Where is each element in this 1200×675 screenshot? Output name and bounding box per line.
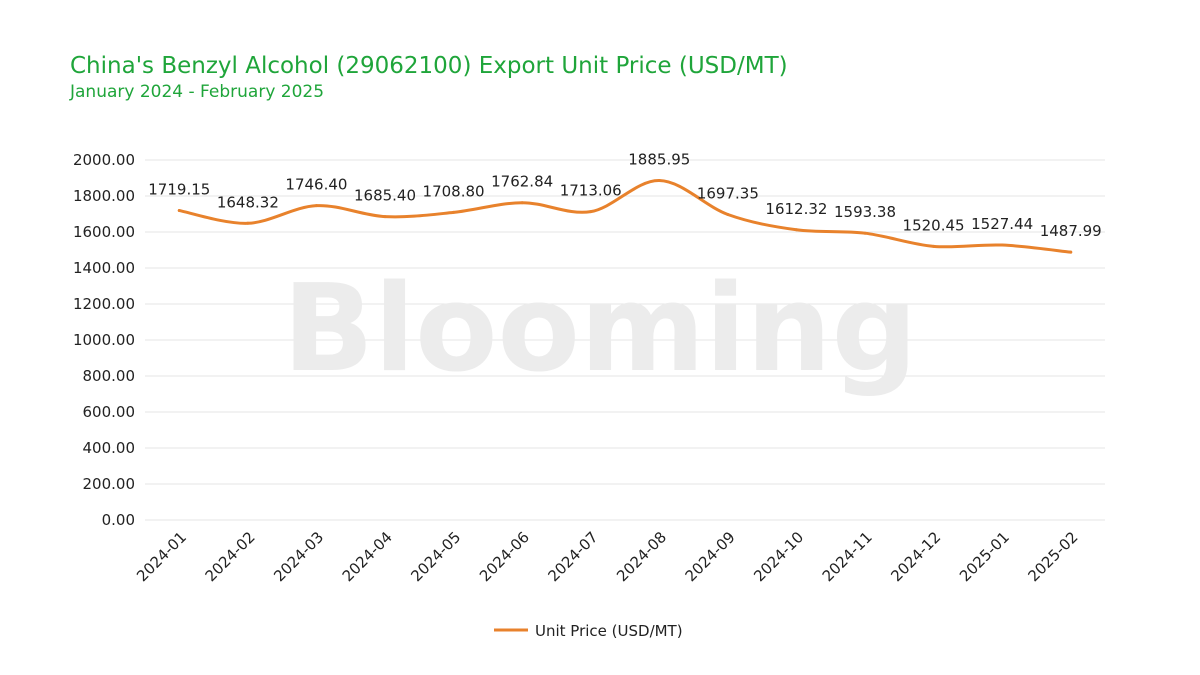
data-point — [657, 179, 661, 183]
legend: Unit Price (USD/MT) — [494, 622, 683, 640]
y-tick-label: 1600.00 — [73, 223, 135, 241]
data-labels: 1719.15 1648.32 1746.40 1685.40 1708.80 1762.… — [148, 151, 1101, 241]
data-point — [726, 212, 730, 216]
x-tick-label: 2024-04 — [339, 528, 396, 585]
data-point — [1000, 243, 1004, 247]
data-label: 1719.15 — [148, 181, 210, 199]
data-point — [383, 215, 387, 219]
gridlines — [145, 159, 1105, 521]
y-tick-label: 1400.00 — [73, 259, 135, 277]
data-label: 1762.84 — [491, 173, 553, 191]
y-tick-label: 1200.00 — [73, 295, 135, 313]
data-point — [246, 221, 250, 225]
data-label: 1648.32 — [217, 193, 279, 211]
chart-title: China's Benzyl Alcohol (29062100) Export… — [70, 53, 788, 79]
data-label: 1487.99 — [1040, 222, 1102, 240]
data-label: 1713.06 — [560, 182, 622, 200]
series-line — [177, 179, 1073, 254]
x-tick-label: 2024-12 — [887, 528, 944, 585]
x-tick-label: 2024-10 — [750, 528, 807, 585]
data-point — [520, 201, 524, 205]
data-point — [452, 210, 456, 214]
data-label: 1885.95 — [628, 151, 690, 169]
y-tick-label: 0.00 — [102, 511, 135, 529]
data-label: 1593.38 — [834, 203, 896, 221]
x-axis-tick-labels: 2024-01 2024-02 2024-03 2024-04 2024-05 2024-… — [133, 528, 1081, 585]
data-label: 1685.40 — [354, 187, 416, 205]
data-point — [177, 209, 181, 213]
data-label: 1708.80 — [423, 182, 485, 200]
y-tick-label: 200.00 — [83, 475, 136, 493]
watermark-text: Blooming — [283, 260, 918, 399]
legend-label: Unit Price (USD/MT) — [535, 622, 683, 640]
y-axis-tick-labels: 0.00 200.00 400.00 600.00 800.00 1000.00 1200.… — [73, 151, 135, 529]
y-tick-label: 600.00 — [83, 403, 136, 421]
x-tick-label: 2025-01 — [956, 528, 1013, 585]
x-tick-label: 2025-02 — [1024, 528, 1081, 585]
data-point — [1069, 250, 1073, 254]
data-label: 1746.40 — [285, 176, 347, 194]
data-label: 1520.45 — [903, 216, 965, 234]
y-tick-label: 800.00 — [83, 367, 136, 385]
x-tick-label: 2024-09 — [682, 528, 739, 585]
x-tick-label: 2024-07 — [544, 528, 601, 585]
watermark-logo: Blooming — [283, 260, 918, 399]
data-label: 1612.32 — [765, 200, 827, 218]
chart-subtitle: January 2024 - February 2025 — [70, 82, 325, 102]
data-point — [794, 228, 798, 232]
y-tick-label: 1000.00 — [73, 331, 135, 349]
x-tick-label: 2024-02 — [202, 528, 259, 585]
y-tick-label: 1800.00 — [73, 187, 135, 205]
x-tick-label: 2024-06 — [476, 528, 533, 585]
data-label: 1697.35 — [697, 184, 759, 202]
data-point — [589, 210, 593, 214]
series-layer — [177, 179, 1073, 254]
x-tick-label: 2024-01 — [133, 528, 190, 585]
data-point — [932, 244, 936, 248]
x-tick-label: 2024-03 — [270, 528, 327, 585]
x-tick-label: 2024-05 — [407, 528, 464, 585]
data-point — [314, 204, 318, 208]
data-label: 1527.44 — [971, 215, 1033, 233]
x-tick-label: 2024-08 — [613, 528, 670, 585]
y-tick-label: 400.00 — [83, 439, 136, 457]
data-point — [863, 231, 867, 235]
x-tick-label: 2024-11 — [819, 528, 876, 585]
y-tick-label: 2000.00 — [73, 151, 135, 169]
